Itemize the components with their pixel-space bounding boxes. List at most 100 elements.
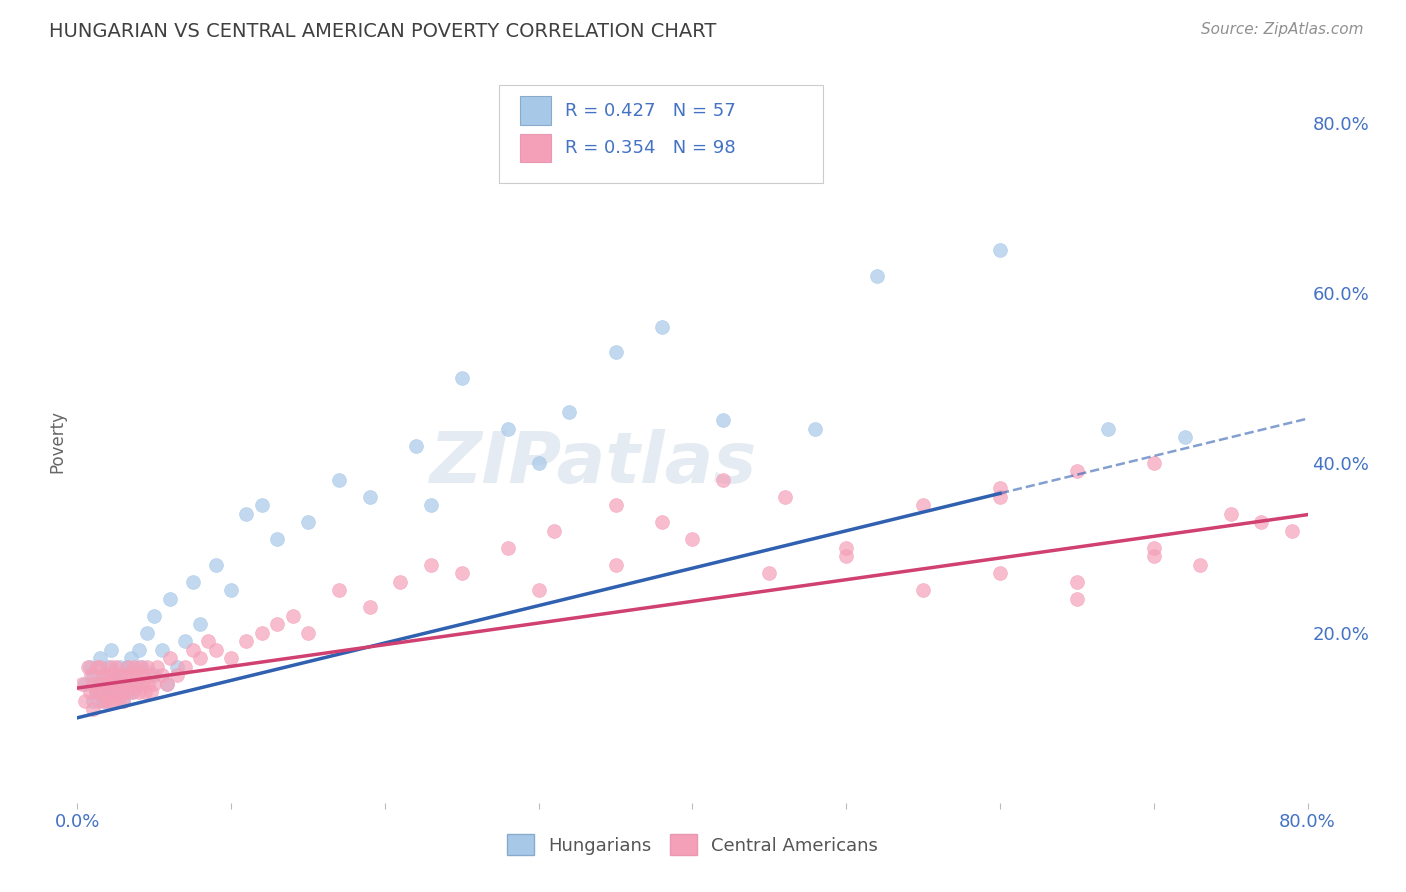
Point bbox=[103, 668, 125, 682]
Point bbox=[97, 694, 120, 708]
Point bbox=[112, 694, 135, 708]
Point bbox=[204, 642, 226, 657]
Point bbox=[988, 566, 1011, 581]
Point bbox=[77, 660, 100, 674]
Point bbox=[219, 583, 242, 598]
Point bbox=[128, 685, 150, 699]
Point bbox=[132, 668, 155, 682]
Point bbox=[420, 498, 443, 512]
Point bbox=[84, 685, 107, 699]
Y-axis label: Poverty: Poverty bbox=[48, 410, 66, 473]
Point bbox=[135, 660, 157, 674]
Point bbox=[100, 642, 122, 657]
Point bbox=[82, 702, 104, 716]
Point bbox=[496, 541, 519, 555]
Point bbox=[111, 685, 134, 699]
Point bbox=[181, 574, 204, 589]
Point bbox=[73, 694, 96, 708]
Point bbox=[128, 677, 150, 691]
Point bbox=[112, 677, 135, 691]
Point bbox=[128, 642, 150, 657]
Point bbox=[1281, 524, 1303, 538]
Point bbox=[143, 668, 166, 682]
Point bbox=[89, 677, 111, 691]
Point bbox=[988, 481, 1011, 495]
Point bbox=[90, 685, 114, 699]
Point bbox=[89, 677, 111, 691]
Point bbox=[1066, 574, 1088, 589]
Point bbox=[155, 677, 177, 691]
Point bbox=[93, 668, 115, 682]
Point bbox=[204, 558, 226, 572]
Point bbox=[1066, 591, 1088, 606]
Text: ZIPatlas: ZIPatlas bbox=[430, 429, 758, 498]
Text: R = 0.427   N = 57: R = 0.427 N = 57 bbox=[565, 102, 735, 120]
Point bbox=[79, 660, 101, 674]
Point bbox=[86, 660, 108, 674]
Point bbox=[143, 677, 166, 691]
Point bbox=[89, 651, 111, 665]
Point bbox=[98, 685, 121, 699]
Text: HUNGARIAN VS CENTRAL AMERICAN POVERTY CORRELATION CHART: HUNGARIAN VS CENTRAL AMERICAN POVERTY CO… bbox=[49, 22, 717, 41]
Point bbox=[93, 694, 115, 708]
Point bbox=[138, 668, 160, 682]
Point bbox=[174, 660, 197, 674]
Point bbox=[159, 651, 181, 665]
Point bbox=[94, 694, 117, 708]
Point bbox=[115, 660, 138, 674]
Text: R = 0.354   N = 98: R = 0.354 N = 98 bbox=[565, 139, 735, 157]
Point bbox=[115, 685, 138, 699]
Point bbox=[188, 651, 212, 665]
Point bbox=[682, 533, 704, 547]
Point bbox=[118, 677, 141, 691]
Point bbox=[988, 244, 1011, 258]
Point bbox=[988, 490, 1011, 504]
Point bbox=[121, 685, 143, 699]
Point bbox=[82, 694, 104, 708]
Point bbox=[70, 677, 93, 691]
Point bbox=[651, 319, 673, 334]
Point bbox=[105, 677, 128, 691]
Point bbox=[835, 549, 858, 564]
Point bbox=[97, 685, 120, 699]
Point bbox=[758, 566, 780, 581]
Point bbox=[359, 600, 381, 615]
Point bbox=[866, 268, 889, 283]
Point bbox=[558, 405, 581, 419]
Point bbox=[94, 668, 117, 682]
Point bbox=[1250, 516, 1272, 530]
Point bbox=[117, 660, 139, 674]
Point bbox=[389, 574, 412, 589]
Point bbox=[159, 591, 181, 606]
Point bbox=[104, 685, 127, 699]
Point bbox=[605, 558, 627, 572]
Point bbox=[108, 694, 131, 708]
Point bbox=[150, 642, 173, 657]
Point bbox=[266, 533, 288, 547]
Point bbox=[1174, 430, 1197, 444]
Point bbox=[188, 617, 212, 632]
Point bbox=[605, 345, 627, 359]
Point bbox=[804, 422, 827, 436]
Point bbox=[136, 677, 159, 691]
Point bbox=[82, 668, 104, 682]
Point bbox=[420, 558, 443, 572]
Point bbox=[79, 685, 101, 699]
Point bbox=[96, 677, 118, 691]
Point bbox=[1097, 422, 1119, 436]
Point bbox=[527, 456, 550, 470]
Point bbox=[450, 566, 472, 581]
Point bbox=[97, 660, 120, 674]
Text: Source: ZipAtlas.com: Source: ZipAtlas.com bbox=[1201, 22, 1364, 37]
Point bbox=[250, 498, 273, 512]
Point bbox=[711, 473, 734, 487]
Point bbox=[527, 583, 550, 598]
Point bbox=[97, 668, 120, 682]
Point bbox=[651, 516, 673, 530]
Point bbox=[266, 617, 288, 632]
Point bbox=[912, 583, 935, 598]
Point bbox=[135, 625, 157, 640]
Point bbox=[131, 677, 153, 691]
Point bbox=[127, 668, 149, 682]
Point bbox=[328, 473, 350, 487]
